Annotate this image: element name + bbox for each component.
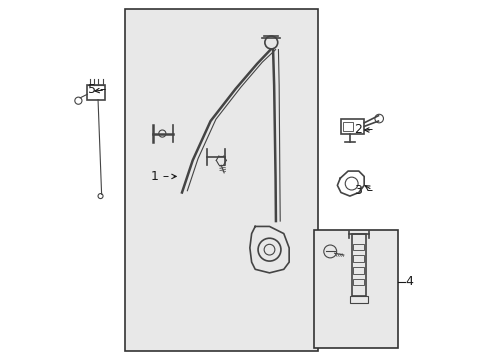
Bar (353, 279, 364, 285)
Text: 2 –: 2 – (354, 123, 372, 136)
Bar (340, 119, 364, 134)
Text: 4: 4 (405, 275, 412, 288)
Bar (87, 85, 105, 100)
Bar (313, 230, 397, 348)
Bar (353, 255, 364, 262)
Text: 5 –: 5 – (87, 83, 106, 96)
Bar (343, 122, 353, 131)
Bar (124, 9, 317, 351)
Text: 1 –: 1 – (151, 170, 169, 183)
Text: 3 –: 3 – (354, 184, 372, 197)
Bar (351, 234, 365, 296)
Bar (353, 267, 364, 274)
Bar (349, 296, 367, 302)
Bar (353, 244, 364, 250)
